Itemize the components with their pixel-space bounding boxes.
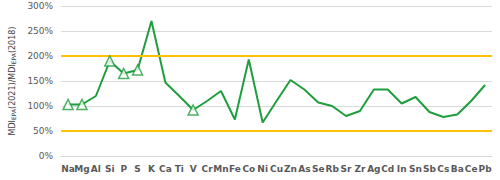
svg-text:Ca: Ca (159, 164, 172, 174)
svg-text:250%: 250% (27, 26, 53, 36)
svg-text:200%: 200% (27, 51, 53, 61)
svg-text:Ba: Ba (451, 164, 464, 174)
svg-text:Zn: Zn (284, 164, 297, 174)
svg-text:Cr: Cr (202, 164, 214, 174)
svg-text:Mg: Mg (74, 164, 89, 174)
svg-text:150%: 150% (27, 76, 53, 86)
svg-text:(2018): (2018) (8, 26, 17, 53)
svg-text:Sr: Sr (341, 164, 352, 174)
svg-text:Fe: Fe (229, 164, 241, 174)
svg-text:MDI: MDI (8, 120, 17, 135)
svg-text:(2021)/MDI: (2021)/MDI (8, 64, 17, 109)
svg-text:Sn: Sn (409, 164, 422, 174)
svg-text:Zr: Zr (354, 164, 366, 174)
svg-text:P: P (120, 164, 127, 174)
svg-text:Al: Al (91, 164, 101, 174)
svg-text:Se: Se (312, 164, 325, 174)
svg-text:S: S (134, 164, 140, 174)
svg-text:Ag: Ag (367, 164, 380, 174)
svg-text:Pb: Pb (479, 164, 493, 174)
svg-text:Ni: Ni (257, 164, 268, 174)
svg-text:Na: Na (61, 164, 75, 174)
svg-text:50%: 50% (33, 126, 53, 136)
svg-text:Cs: Cs (437, 164, 449, 174)
svg-text:Sb: Sb (423, 164, 436, 174)
svg-text:Ce: Ce (465, 164, 478, 174)
svg-text:300%: 300% (27, 1, 53, 11)
svg-text:Mn: Mn (213, 164, 228, 174)
svg-text:Co: Co (242, 164, 255, 174)
svg-text:Cd: Cd (381, 164, 394, 174)
svg-text:As: As (298, 164, 310, 174)
svg-text:EPA: EPA (10, 53, 17, 65)
svg-text:Rb: Rb (325, 164, 339, 174)
svg-text:Ti: Ti (175, 164, 184, 174)
svg-text:Cu: Cu (270, 164, 283, 174)
svg-text:K: K (148, 164, 156, 174)
svg-text:100%: 100% (27, 101, 53, 111)
svg-text:Si: Si (105, 164, 115, 174)
svg-text:EPA: EPA (10, 108, 17, 121)
svg-text:V: V (190, 164, 197, 174)
svg-text:In: In (397, 164, 407, 174)
svg-text:0%: 0% (39, 151, 54, 161)
